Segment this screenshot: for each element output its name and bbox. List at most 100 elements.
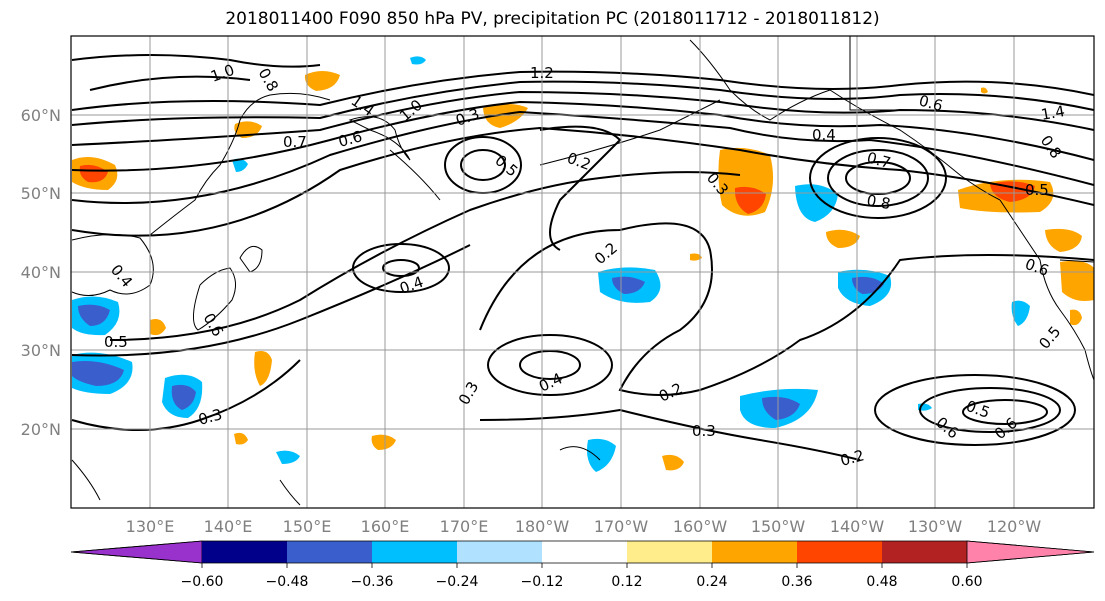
contour-label: 0.5 [1025,181,1049,199]
precip-anomaly-negative [72,361,124,386]
pv-contour [479,408,861,461]
contour-label: 0.2 [838,446,866,470]
map-title: 2018011400 F090 850 hPa PV, precipitatio… [225,9,880,29]
pv-contour-closed [809,137,947,219]
lon-label: 160°E [361,517,410,536]
contour-label: 0.3 [196,405,224,429]
pv-contour [89,75,251,91]
colorbar-tick-label: 0.60 [951,574,982,590]
pv-contour-closed [382,259,420,277]
lat-label: 60°N [21,106,61,125]
pv-contours [71,54,1094,461]
pv-contour [71,54,321,68]
coastline [279,479,301,506]
pv-contour [539,125,622,251]
colorbar-swatch [627,541,712,563]
precip-anomaly-positive [1045,228,1082,252]
lon-label: 170°E [440,517,489,536]
precip-anomaly-positive [1060,260,1094,301]
precip-positive-anomalies [72,71,1094,471]
coastline [1059,259,1094,263]
longitude-labels: 130°E 140°E 150°E 160°E 170°E 180°W 170°… [126,517,1042,536]
coastline [559,446,601,461]
pv-contour-closed [487,334,613,396]
precip-anomaly-positive [1070,309,1082,326]
colorbar-swatch [372,541,457,563]
coastline [71,459,101,501]
lon-label: 120°W [987,517,1042,536]
pv-contour-closed [519,350,581,380]
precip-anomaly-positive [483,104,528,128]
coastline [539,99,721,166]
map-frame [70,35,1095,509]
lat-label: 20°N [21,420,61,439]
colorbar-swatch [287,541,372,563]
pv-contour-closed [919,387,1061,433]
contour-label: 0.8 [865,191,892,213]
precip-anomaly-negative [171,384,196,410]
lon-label: 140°E [204,517,253,536]
pv-contour [71,244,471,357]
precip-anomaly-negative [276,450,300,464]
colorbar-swatch [457,541,542,563]
colorbar-swatch [882,541,967,563]
colorbar-tick-label: −0.36 [351,574,394,590]
pv-contour-closed [827,149,929,207]
precip-anomaly-positive [990,181,1035,202]
colorbar-tick-label: −0.12 [521,574,564,590]
map-panel: 1.0 0.8 0.7 0.6 1.4 1.0 1.2 0.3 0.5 0.2 … [71,36,1094,508]
contour-label: 0.6 [336,127,364,151]
pv-contour-closed [460,149,506,181]
precip-anomaly-positive [150,319,166,336]
colorbar-tick-label: −0.24 [436,574,479,590]
precip-anomaly-positive [254,351,272,386]
colorbar-tick-label: −0.48 [266,574,309,590]
lon-label: 140°W [830,517,885,536]
colorbar-swatch [712,541,797,563]
coastline [999,199,1094,381]
colorbar-tick-label: 0.36 [781,574,812,590]
precip-anomaly-positive [981,87,988,94]
colorbar-swatch [202,541,287,563]
pv-contour [71,80,1094,126]
precip-anomaly-positive [734,186,766,214]
contour-label: 1.2 [530,64,554,82]
contour-label: 0.6 [917,91,945,115]
precip-anomaly-positive [371,434,396,450]
colorbar-tick-label: 0.24 [696,574,727,590]
pv-contour [479,222,1094,396]
coastline [193,267,236,331]
colorbar-extend-low [70,540,203,564]
pv-contour [109,171,741,341]
colorbar-swatch [542,541,627,563]
lon-label: 150°E [283,517,332,536]
lon-label: 150°W [751,517,806,536]
colorbar: −0.60 −0.48 −0.36 −0.24 −0.12 0.12 0.24 … [70,540,1095,590]
coastline [149,92,331,236]
graticule [71,36,1094,508]
pv-contour-closed [352,243,450,293]
precip-anomaly-negative [612,276,645,294]
lon-label: 130°W [908,517,963,536]
lon-label: 180°W [515,517,570,536]
contour-label: 0.7 [283,133,307,151]
colorbar-ticks [201,563,968,568]
contour-label: 0.4 [812,126,836,144]
precip-anomaly-positive [234,432,248,445]
colorbar-swatch [797,541,882,563]
precip-anomaly-negative [1011,300,1030,326]
colorbar-tick-label: 0.12 [611,574,642,590]
coastline [239,245,263,273]
pv-contour [71,100,1094,172]
colorbar-extend-high [966,540,1095,564]
pv-contour [71,126,1094,237]
precip-anomaly-negative [795,184,838,222]
precip-anomaly-positive [690,253,702,261]
pv-contour [71,110,1094,204]
colorbar-tick-label: −0.60 [181,574,224,590]
precip-anomaly-positive [662,454,684,471]
contour-label: 1.4 [1040,102,1067,124]
lat-label: 50°N [21,184,61,203]
precip-anomaly-positive [304,71,340,91]
coastline [348,116,411,161]
